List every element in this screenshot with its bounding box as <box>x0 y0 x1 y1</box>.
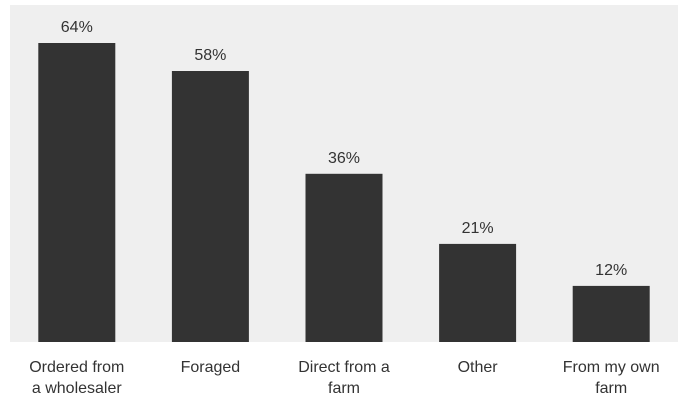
category-label-line: Ordered from <box>29 359 124 376</box>
bar-0 <box>38 43 116 342</box>
category-label-line: farm <box>328 380 360 397</box>
value-label-1: 58% <box>194 47 226 64</box>
category-label-line: Other <box>458 359 499 376</box>
category-label-4: From my own farm <box>563 359 660 397</box>
bars-group <box>38 43 650 342</box>
category-label-line: farm <box>595 380 627 397</box>
category-label-line: Foraged <box>181 359 241 376</box>
category-label-1: Foraged <box>181 359 241 376</box>
bar-4 <box>572 285 650 342</box>
category-label-line: From my own <box>563 359 660 376</box>
category-label-line: Direct from a <box>298 359 390 376</box>
value-label-3: 21% <box>462 220 494 237</box>
bar-1 <box>171 71 249 342</box>
category-label-2: Direct from a farm <box>298 359 390 397</box>
bar-3 <box>439 243 517 342</box>
category-label-line: a wholesaler <box>32 380 123 397</box>
value-label-2: 36% <box>328 150 360 167</box>
value-label-4: 12% <box>595 262 627 279</box>
value-labels-group: 64% 58% 36% 21% 12% <box>61 19 627 279</box>
category-labels-group: Ordered from a wholesaler Foraged Direct fr… <box>29 359 659 397</box>
category-label-3: Other <box>458 359 499 376</box>
category-label-0: Ordered from a wholesaler <box>29 359 124 397</box>
value-label-0: 64% <box>61 19 93 36</box>
bar-2 <box>305 173 383 342</box>
